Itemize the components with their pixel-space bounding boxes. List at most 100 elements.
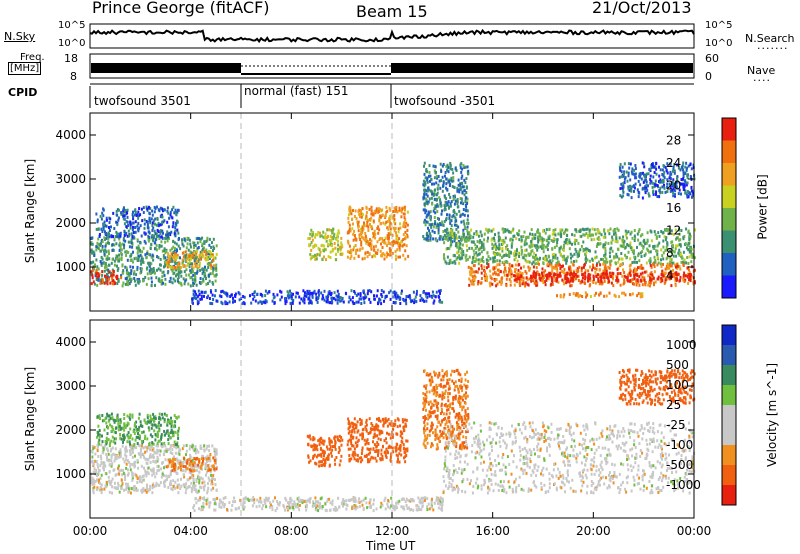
scatter-cell <box>332 296 335 300</box>
scatter-cell <box>449 241 452 245</box>
scatter-cell <box>610 246 613 250</box>
scatter-cell <box>402 212 405 216</box>
scatter-cell <box>133 279 136 283</box>
scatter-cell <box>527 265 530 269</box>
scatter-cell <box>453 254 456 258</box>
scatter-cell <box>555 264 558 268</box>
scatter-cell <box>325 248 327 252</box>
scatter-cell <box>495 248 497 251</box>
scatter-cell <box>651 165 654 169</box>
scatter-cell <box>151 228 154 232</box>
scatter-cell <box>543 238 546 242</box>
scatter-cell <box>141 260 144 264</box>
scatter-cell <box>623 162 626 166</box>
scatter-cell <box>213 256 216 260</box>
scatter-cell <box>545 228 548 232</box>
scatter-cell <box>690 167 693 171</box>
scatter-cell <box>364 234 367 238</box>
scatter-cell <box>199 277 202 280</box>
scatter-cell <box>493 239 496 242</box>
scatter-cell <box>541 239 544 243</box>
scatter-cell <box>466 229 469 233</box>
scatter-cell <box>399 222 402 226</box>
scatter-cell <box>594 256 596 260</box>
scatter-cell <box>671 169 674 173</box>
scatter-cell <box>652 246 655 250</box>
scatter-cell <box>533 236 536 240</box>
scatter-cell <box>524 258 527 262</box>
scatter-cell <box>682 185 685 189</box>
scatter-cell <box>118 490 121 494</box>
scatter-cell <box>667 232 670 236</box>
scatter-cell <box>425 192 428 196</box>
scatter-cell <box>189 455 192 459</box>
scatter-cell <box>437 183 440 187</box>
scatter-cell <box>174 254 177 258</box>
scatter-cell <box>683 280 686 283</box>
scatter-cell <box>509 237 512 241</box>
scatter-cell <box>92 462 95 466</box>
scatter-cell <box>110 464 113 468</box>
scatter-cell <box>193 294 196 298</box>
scatter-cell <box>186 242 189 246</box>
scatter-cell <box>333 291 336 295</box>
scatter-cell <box>431 202 434 206</box>
scatter-cell <box>670 284 673 288</box>
scatter-cell <box>148 269 151 273</box>
scatter-cell <box>319 234 322 238</box>
scatter-cell <box>476 232 479 236</box>
scatter-cell <box>136 251 139 255</box>
scatter-cell <box>206 465 209 469</box>
scatter-cell <box>116 282 119 285</box>
scatter-cell <box>487 264 490 268</box>
scatter-cell <box>132 272 135 276</box>
scatter-cell <box>596 262 598 266</box>
scatter-cell <box>95 245 98 249</box>
scatter-cell <box>466 202 468 205</box>
scatter-cell <box>373 248 376 252</box>
scatter-cell <box>618 295 621 299</box>
scatter-cell <box>629 278 632 282</box>
scatter-cell <box>680 178 683 181</box>
scatter-cell <box>524 270 527 273</box>
scatter-cell <box>327 234 329 238</box>
scatter-cell <box>400 240 403 244</box>
scatter-cell <box>242 301 245 305</box>
scatter-cell <box>92 447 95 451</box>
scatter-cell <box>140 448 142 451</box>
scatter-cell <box>395 257 397 261</box>
scatter-cell <box>574 228 577 232</box>
scatter-cell <box>473 232 476 236</box>
scatter-cell <box>513 258 516 262</box>
scatter-cell <box>189 284 192 288</box>
scatter-cell <box>154 283 156 287</box>
scatter-cell <box>190 275 193 279</box>
scatter-cell <box>627 230 630 234</box>
scatter-cell <box>158 234 160 238</box>
scatter-cell <box>108 252 110 256</box>
scatter-cell <box>424 176 427 180</box>
scatter-cell <box>202 462 205 466</box>
scatter-cell <box>185 449 188 453</box>
scatter-cell <box>347 300 350 304</box>
scatter-cell <box>114 481 116 485</box>
scatter-cell <box>595 281 597 285</box>
scatter-cell <box>588 284 591 288</box>
scatter-cell <box>680 182 683 186</box>
scatter-cell <box>472 255 475 259</box>
scatter-cell <box>204 290 207 294</box>
scatter-cell <box>336 298 339 302</box>
scatter-cell <box>449 261 452 265</box>
scatter-cell <box>525 254 528 258</box>
scatter-cell <box>181 461 184 464</box>
scatter-cell <box>196 241 199 245</box>
scatter-cell <box>164 444 167 448</box>
scatter-cell <box>373 234 376 238</box>
scatter-cell <box>148 235 151 239</box>
scatter-cell <box>317 290 320 294</box>
scatter-cell <box>467 238 470 242</box>
scatter-cell <box>658 195 661 199</box>
scatter-cell <box>113 237 116 241</box>
scatter-cell <box>192 481 195 485</box>
scatter-cell <box>557 280 560 284</box>
